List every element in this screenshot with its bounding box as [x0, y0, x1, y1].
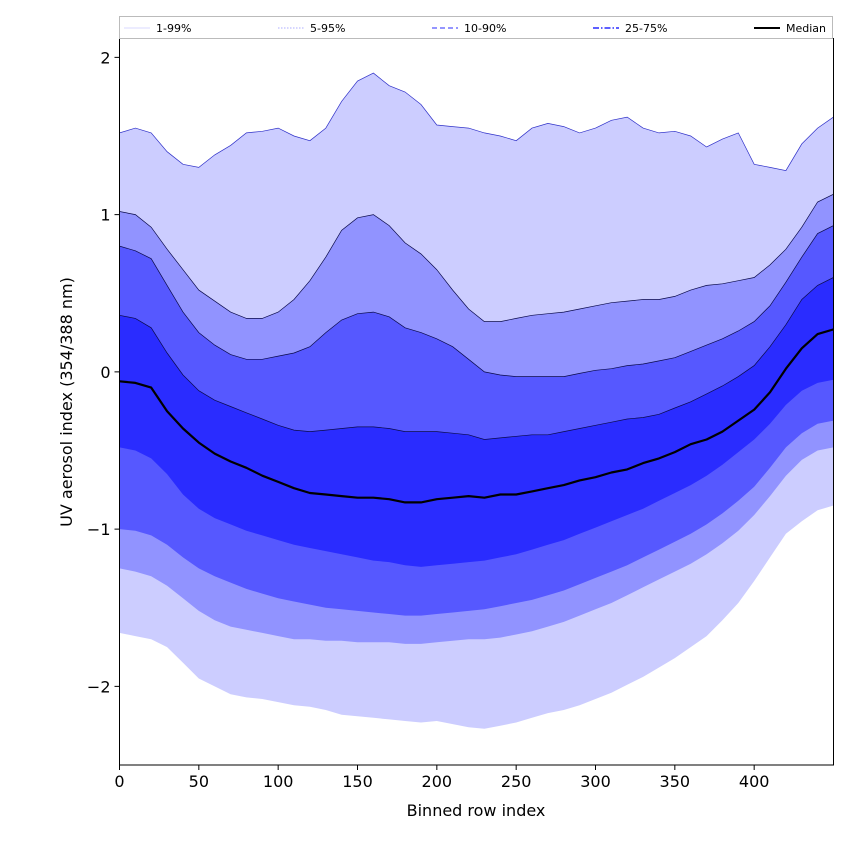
- y-axis-label: UV aerosol index (354/388 nm): [57, 277, 76, 527]
- legend-label: Median: [786, 22, 826, 35]
- y-axis-ticks: −2 −1 0 1 2: [87, 48, 120, 696]
- x-tick-label: 50: [189, 772, 209, 791]
- legend-label: 1-99%: [156, 22, 191, 35]
- legend-label: 5-95%: [310, 22, 345, 35]
- x-tick-label: 0: [114, 772, 124, 791]
- y-tick-label: −2: [87, 677, 111, 696]
- median-series: [119, 328, 834, 504]
- y-tick-label: 0: [100, 363, 110, 382]
- band-upper-edge: [119, 277, 834, 440]
- median-line: [119, 328, 834, 504]
- percentile-bands: [119, 72, 834, 729]
- legend-box: [119, 16, 833, 39]
- band-upper-edge: [119, 193, 834, 322]
- x-tick-label: 250: [501, 772, 532, 791]
- x-tick-label: 200: [422, 772, 453, 791]
- legend-label: 25-75%: [625, 22, 667, 35]
- legend: 1-99% 5-95% 10-90% 25-75% Median: [119, 16, 833, 39]
- x-tick-label: 400: [739, 772, 770, 791]
- x-tick-label: 350: [660, 772, 691, 791]
- x-tick-label: 150: [342, 772, 373, 791]
- band-upper-edge: [119, 72, 834, 171]
- band-25-75-: [119, 277, 834, 567]
- band-upper-edge: [119, 225, 834, 377]
- y-tick-label: 2: [100, 48, 110, 67]
- x-axis-ticks: 0 50 100 150 200 250 300 350 400: [114, 765, 769, 791]
- y-tick-label: −1: [87, 520, 111, 539]
- x-axis-label: Binned row index: [407, 801, 546, 820]
- x-tick-label: 300: [580, 772, 611, 791]
- x-tick-label: 100: [263, 772, 294, 791]
- y-tick-label: 1: [100, 206, 110, 225]
- legend-label: 10-90%: [464, 22, 506, 35]
